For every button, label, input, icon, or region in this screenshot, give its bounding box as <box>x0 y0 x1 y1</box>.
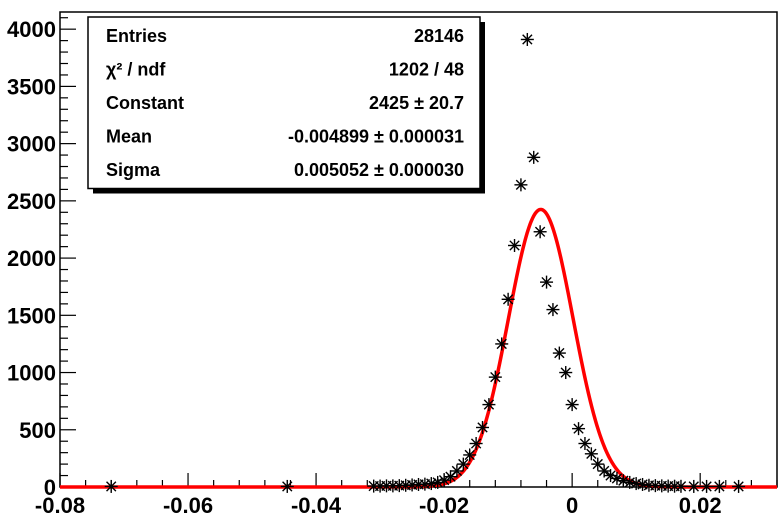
data-point <box>578 437 592 451</box>
data-point-stroke <box>592 458 603 470</box>
data-point-stroke <box>586 448 597 459</box>
x-tick-label: 0.02 <box>679 493 722 517</box>
data-point-stroke <box>611 473 623 484</box>
y-tick-label: 3500 <box>7 74 56 99</box>
data-point <box>104 479 118 493</box>
data-point-stroke <box>490 371 501 383</box>
data-point-stroke <box>624 477 635 488</box>
data-point-stroke <box>605 470 616 481</box>
data-point <box>508 238 522 252</box>
data-point <box>636 477 650 491</box>
data-point <box>501 292 515 306</box>
data-point-stroke <box>714 481 725 492</box>
data-point <box>280 479 294 493</box>
data-point-stroke <box>534 226 546 237</box>
data-point-stroke <box>554 347 565 359</box>
stats-value: -0.004899 ± 0.000031 <box>288 126 464 146</box>
stats-label: Entries <box>106 26 167 46</box>
data-point-stroke <box>470 438 482 449</box>
data-point-stroke <box>483 399 495 410</box>
data-point-stroke <box>528 152 539 163</box>
data-point <box>431 475 445 489</box>
data-point <box>552 346 566 360</box>
data-point <box>540 275 554 289</box>
data-point-stroke <box>675 481 687 492</box>
data-point <box>687 479 701 493</box>
y-tick-label: 1000 <box>7 361 56 386</box>
data-point <box>495 337 509 351</box>
data-point-stroke <box>496 338 507 350</box>
stats-value: 1202 / 48 <box>389 59 464 79</box>
data-point-stroke <box>282 481 293 492</box>
data-point-stroke <box>560 367 571 378</box>
data-point <box>616 474 630 488</box>
data-point-stroke <box>515 179 527 191</box>
data-point-stroke <box>566 399 578 410</box>
data-point-stroke <box>541 276 552 288</box>
data-point <box>732 479 746 493</box>
data-point <box>712 479 726 493</box>
x-tick-label: -0.02 <box>419 493 469 517</box>
data-point-stroke <box>432 477 443 488</box>
y-tick-label: 2000 <box>7 246 56 271</box>
y-tick-label: 2500 <box>7 189 56 214</box>
data-point <box>533 225 547 239</box>
stats-label: χ² / ndf <box>106 59 166 79</box>
data-point-stroke <box>464 449 475 461</box>
data-point-stroke <box>579 438 591 449</box>
stats-box-frame <box>87 16 481 190</box>
data-point <box>572 422 586 436</box>
data-point-stroke <box>688 481 699 492</box>
x-tick-label: 0 <box>566 493 578 517</box>
data-point-stroke <box>477 422 488 433</box>
data-point <box>546 303 560 317</box>
data-point <box>476 420 490 434</box>
stats-label: Sigma <box>106 160 161 180</box>
stats-value: 0.005052 ± 0.000030 <box>294 160 464 180</box>
y-tick-label: 1500 <box>7 303 56 328</box>
data-point-stroke <box>701 481 712 492</box>
data-point <box>527 150 541 164</box>
x-tick-label: -0.08 <box>35 493 85 517</box>
x-tick-label: -0.06 <box>163 493 213 517</box>
data-point-stroke <box>426 478 437 489</box>
data-point-stroke <box>618 475 629 486</box>
plot-area: -0.08 -0.06 -0.04 -0.02 0 0.02 0 500 1000 1500 200… <box>7 11 778 517</box>
data-point <box>700 479 714 493</box>
data-point <box>514 178 528 192</box>
data-point <box>674 479 688 493</box>
data-point <box>584 447 598 461</box>
x-tick-label: -0.04 <box>291 493 342 517</box>
data-point <box>463 448 477 462</box>
data-point <box>610 471 624 485</box>
data-point-stroke <box>458 458 469 470</box>
data-point-stroke <box>522 34 533 45</box>
y-tick-label: 500 <box>19 418 56 443</box>
y-tick-label: 0 <box>44 475 56 500</box>
y-tick-label: 4000 <box>7 17 56 42</box>
data-point <box>482 398 496 412</box>
data-point-stroke <box>733 481 744 492</box>
stats-value: 28146 <box>414 26 464 46</box>
stats-label: Mean <box>106 126 152 146</box>
data-point <box>488 370 502 384</box>
stats-value: 2425 ± 20.7 <box>369 93 464 113</box>
y-tick-label: 3000 <box>7 132 56 157</box>
data-point <box>520 32 534 46</box>
data-point <box>456 457 470 471</box>
stats-label: Constant <box>106 93 184 113</box>
data-point-stroke <box>509 240 520 251</box>
data-point-stroke <box>502 294 514 305</box>
data-point-stroke <box>547 304 559 315</box>
data-point-stroke <box>106 481 117 492</box>
data-point <box>565 398 579 412</box>
data-point <box>559 366 573 380</box>
data-point-stroke <box>573 423 584 434</box>
data-point <box>469 437 483 451</box>
data-point-stroke <box>598 465 610 477</box>
stats-box: Entries 28146 χ² / ndf 1202 / 48 Constant 242… <box>87 16 485 194</box>
